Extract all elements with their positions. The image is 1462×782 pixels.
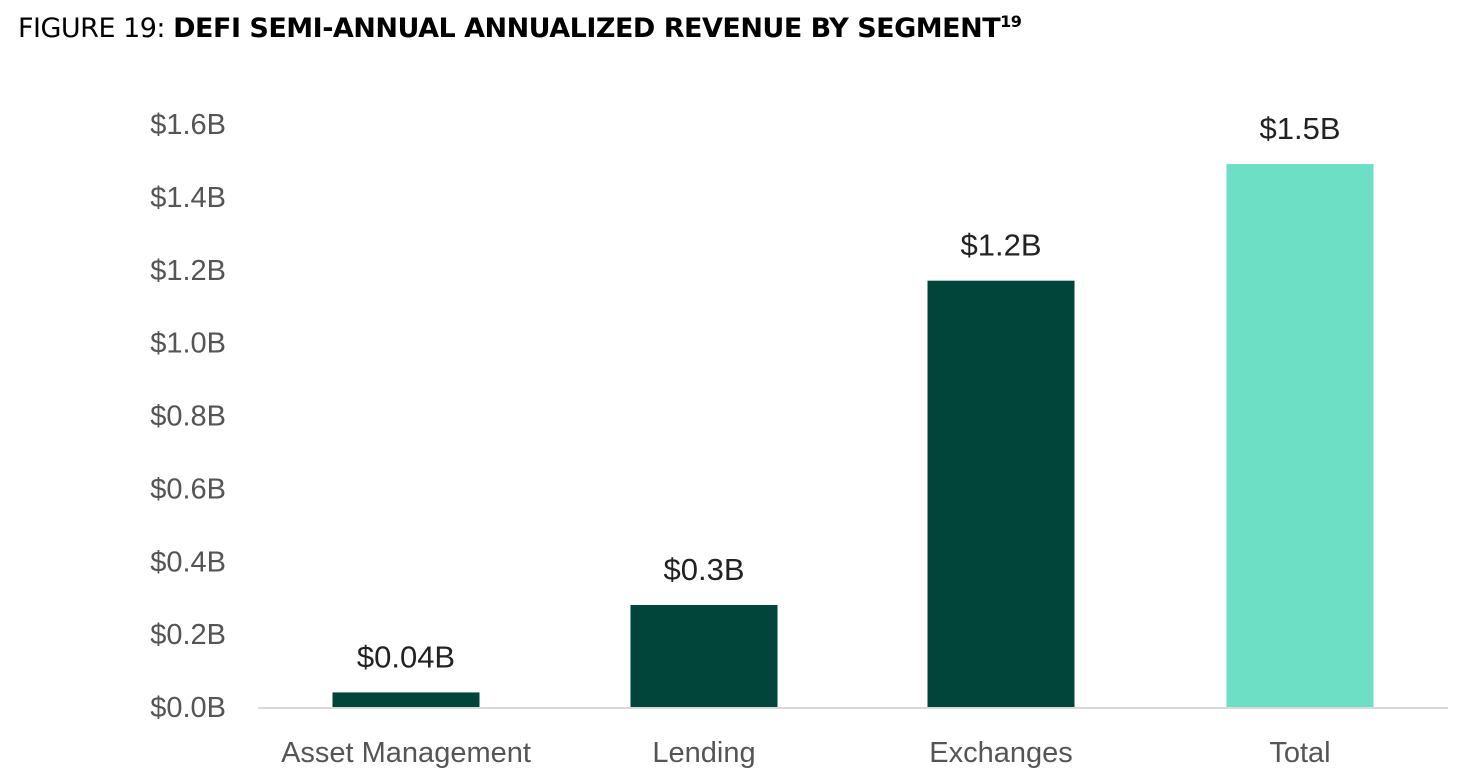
data-label: $0.04B — [357, 639, 455, 674]
bar-lending — [630, 604, 778, 707]
x-tick-label: Asset Management — [281, 737, 531, 769]
bar-total — [1226, 164, 1374, 708]
data-label: $1.5B — [1259, 111, 1340, 146]
x-tick-label: Exchanges — [929, 737, 1073, 769]
data-label: $0.3B — [663, 552, 744, 587]
title-footnote: 19 — [1000, 12, 1022, 31]
x-tick-label: Lending — [652, 737, 755, 769]
y-tick-label: $1.4B — [150, 182, 226, 214]
bar-exchanges — [927, 280, 1075, 707]
y-tick-label: $0.0B — [150, 692, 226, 724]
figure-label: FIGURE 19: — [18, 13, 166, 44]
y-tick-label: $0.6B — [150, 473, 226, 505]
y-tick-label: $1.0B — [150, 328, 226, 360]
x-tick-label: Total — [1269, 737, 1330, 769]
y-tick-label: $0.2B — [150, 619, 226, 651]
bar-asset-management — [332, 692, 480, 707]
chart-title: FIGURE 19: DEFI SEMI-ANNUAL ANNUALIZED R… — [18, 12, 1022, 44]
data-label: $1.2B — [960, 228, 1041, 263]
y-tick-label: $0.8B — [150, 401, 226, 433]
y-tick-label: $1.2B — [150, 255, 226, 287]
title-text: DEFI SEMI-ANNUAL ANNUALIZED REVENUE BY S… — [173, 13, 1001, 44]
y-tick-label: $1.6B — [150, 109, 226, 141]
y-tick-label: $0.4B — [150, 546, 226, 578]
